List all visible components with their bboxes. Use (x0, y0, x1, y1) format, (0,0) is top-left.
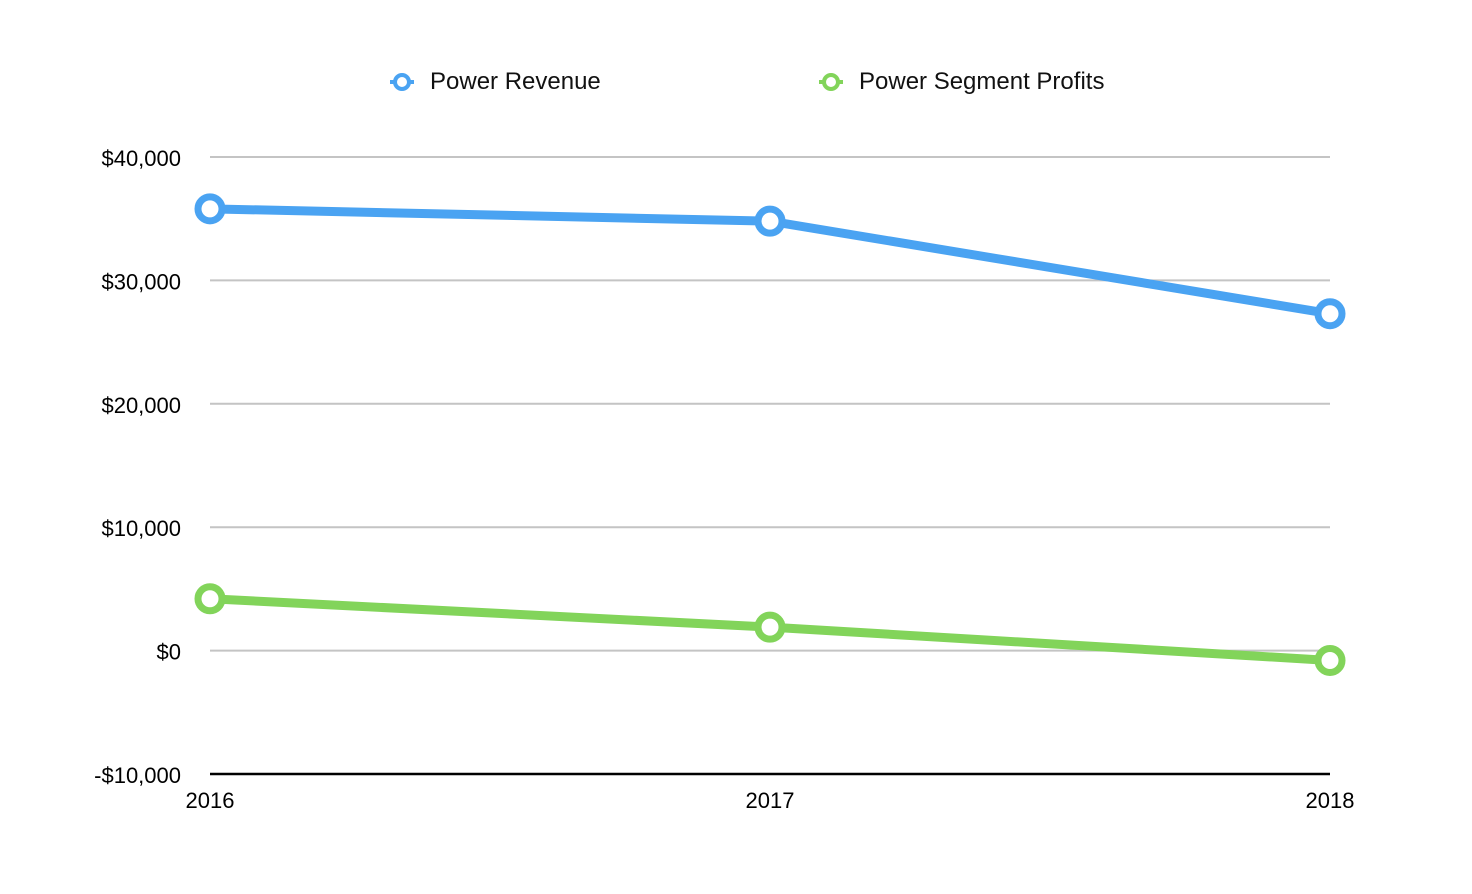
y-tick-label: $30,000 (101, 269, 181, 294)
legend-item-power-revenue: Power Revenue (388, 62, 601, 102)
legend-label-power-segment-profits: Power Segment Profits (859, 68, 1105, 95)
axes: -$10,000 $0 $10,000 $20,000 $30,000 $40,000 20… (94, 146, 1354, 813)
legend-item-power-segment-profits: Power Segment Profits (817, 62, 1104, 102)
data-point (754, 205, 786, 237)
series-lines (194, 193, 1346, 676)
data-point (194, 193, 226, 225)
y-tick-label: -$10,000 (94, 763, 181, 788)
legend-label-power-revenue: Power Revenue (430, 68, 601, 95)
series-0 (194, 193, 1346, 330)
data-point (1314, 644, 1346, 676)
y-tick-label: $20,000 (101, 393, 181, 418)
y-tick-label: $0 (157, 640, 181, 665)
data-point (754, 611, 786, 643)
legend-marker-power-segment-profits (819, 73, 843, 91)
data-point (194, 583, 226, 615)
series-1 (194, 583, 1346, 676)
data-point (1314, 298, 1346, 330)
x-tick-label: 2018 (1306, 788, 1355, 813)
chart-legend: Power Revenue Power Segment Profits (0, 62, 1472, 102)
y-tick-label: $40,000 (101, 146, 181, 171)
x-tick-label: 2017 (746, 788, 795, 813)
x-tick-label: 2016 (186, 788, 235, 813)
y-tick-label: $10,000 (101, 516, 181, 541)
legend-marker-power-revenue (390, 73, 414, 91)
